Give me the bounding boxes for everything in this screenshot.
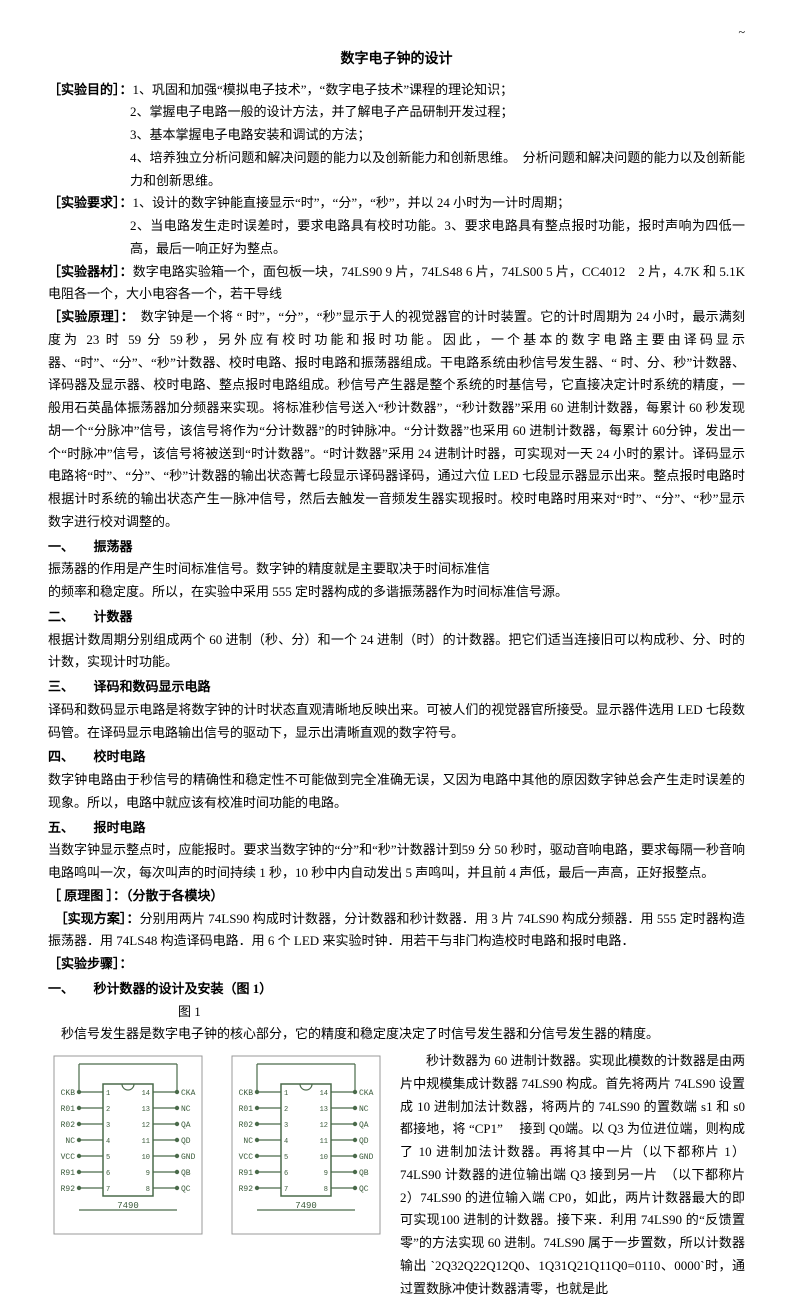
svg-text:R02: R02 (61, 1121, 76, 1130)
svg-text:VCC: VCC (61, 1153, 76, 1162)
svg-text:3: 3 (284, 1122, 288, 1130)
svg-text:11: 11 (142, 1138, 150, 1146)
chip-diagram-2: CKB 1 CKA 14 R01 2 NC 13 R02 3 QA 12 NC 4 QD 11 VCC 5 GND 1… (226, 1050, 386, 1240)
sec3-body: 译码和数码显示电路是将数字钟的计时状态直观清晰地反映出来。可被人们的视觉器官所接… (48, 699, 745, 745)
svg-text:R92: R92 (239, 1185, 254, 1194)
svg-text:CKA: CKA (359, 1089, 374, 1098)
qicai-label: ［实验器材］： (48, 264, 133, 279)
sec2-body: 根据计数周期分别组成两个 60 进制（秒、分）和一个 24 进制（时）的计数器。… (48, 629, 745, 675)
svg-text:6: 6 (106, 1170, 110, 1178)
sec1-head: 一、 振荡器 (48, 536, 745, 559)
yaoqiu-line-1: ［实验要求］：1、设计的数字钟能直接显示“时”，“分”，“秒”，并以 24 小时… (48, 192, 745, 215)
svg-text:13: 13 (142, 1106, 150, 1114)
svg-text:3: 3 (106, 1122, 110, 1130)
svg-text:7490: 7490 (295, 1201, 317, 1211)
sec2-head: 二、 计数器 (48, 606, 745, 629)
sec5-body: 当数字钟显示整点时，应能报时。要求当数字钟的“分”和“秒”计数器计到59 分 5… (48, 839, 745, 885)
svg-text:R91: R91 (239, 1169, 254, 1178)
svg-text:7: 7 (106, 1186, 110, 1194)
svg-text:QC: QC (181, 1185, 191, 1194)
svg-text:R01: R01 (239, 1105, 254, 1114)
svg-text:GND: GND (181, 1153, 196, 1162)
svg-text:R02: R02 (239, 1121, 254, 1130)
svg-text:VCC: VCC (239, 1153, 254, 1162)
svg-text:NC: NC (359, 1105, 369, 1114)
chip-diagrams: CKB1CKA14R012NC13R023QA12NC4QD11VCC5GND1… (48, 1050, 386, 1300)
yuanli-label: ［实验原理］： (48, 309, 128, 324)
sec4-head: 四、 校时电路 (48, 746, 745, 769)
step1-right-text: 秒计数器为 60 进制计数器。实现此模数的计数器是由两片中规模集成计数器 74L… (400, 1050, 745, 1300)
svg-text:14: 14 (320, 1090, 328, 1098)
mude-line-1: ［实验目的］：1、巩固和加强“模拟电子技术”，“数字电子技术”课程的理论知识； (48, 79, 745, 102)
svg-text:CKA: CKA (181, 1089, 196, 1098)
svg-text:QB: QB (181, 1169, 191, 1178)
fig-and-text-row: CKB1CKA14R012NC13R023QA12NC4QD11VCC5GND1… (48, 1050, 745, 1300)
svg-text:1: 1 (284, 1090, 288, 1098)
svg-text:9: 9 (146, 1170, 150, 1178)
step1-head: 一、 秒计数器的设计及安装（图 1） (48, 978, 745, 1001)
svg-text:5: 5 (106, 1154, 110, 1162)
svg-text:NC: NC (243, 1137, 253, 1146)
sec3-head: 三、 译码和数码显示电路 (48, 676, 745, 699)
svg-text:7: 7 (284, 1186, 288, 1194)
svg-text:QD: QD (359, 1137, 369, 1146)
svg-text:R92: R92 (61, 1185, 76, 1194)
svg-text:QD: QD (181, 1137, 191, 1146)
chip-diagram-1: CKB 1 CKA 14 R01 2 NC 13 R02 3 QA 12 NC 4 QD 11 VCC 5 GND 1… (48, 1050, 208, 1240)
fangan-line: ［实现方案］：分别用两片 74LS90 构成时计数器，分计数器和秒计数器．用 3… (48, 908, 745, 954)
sec5-head: 五、 报时电路 (48, 817, 745, 840)
mude-line-3: 3、基本掌握电子电路安装和调试的方法； (48, 124, 745, 147)
page-title: 数字电子钟的设计 (48, 48, 745, 73)
sec1-body: 振荡器的作用是产生时间标准信号。数字钟的精度就是主要取决于时间标准信 的频率和稳… (48, 558, 745, 604)
svg-text:GND: GND (359, 1153, 374, 1162)
svg-text:2: 2 (106, 1106, 110, 1114)
buzhou-label: ［实验步骤］： (48, 956, 133, 971)
svg-text:R91: R91 (61, 1169, 76, 1178)
svg-text:7490: 7490 (117, 1201, 139, 1211)
mude-line-4: 4、培养独立分析问题和解决问题的能力以及创新能力和创新思维。 分析问题和解决问题… (48, 147, 745, 193)
svg-text:12: 12 (142, 1122, 150, 1130)
yuanlitu-line: ［ 原理图 ］：（分散于各模块） (48, 885, 745, 908)
svg-text:2: 2 (284, 1106, 288, 1114)
svg-text:12: 12 (320, 1122, 328, 1130)
fig1-label: 图 1 (48, 1001, 745, 1024)
qicai-line: ［实验器材］：数字电路实验箱一个，面包板一块，74LS90 9 片，74LS48… (48, 261, 745, 307)
svg-text:QA: QA (359, 1121, 369, 1130)
yaoqiu-line-2: 2、当电路发生走时误差时，要求电路具有校时功能。3、要求电路具有整点报时功能，报… (48, 215, 745, 261)
svg-text:CKB: CKB (61, 1089, 76, 1098)
buzhou-line: ［实验步骤］： (48, 953, 745, 976)
svg-text:NC: NC (65, 1137, 75, 1146)
svg-text:4: 4 (106, 1138, 110, 1146)
fangan-label: ［实现方案］： (61, 911, 140, 926)
svg-text:CKB: CKB (239, 1089, 254, 1098)
svg-text:9: 9 (324, 1170, 328, 1178)
yaoqiu-label: ［实验要求］： (48, 195, 133, 210)
svg-text:6: 6 (284, 1170, 288, 1178)
step1-intro: 秒信号发生器是数字电子钟的核心部分，它的精度和稳定度决定了时信号发生器和分信号发… (48, 1023, 745, 1046)
svg-text:NC: NC (181, 1105, 191, 1114)
svg-text:10: 10 (320, 1154, 328, 1162)
svg-text:11: 11 (320, 1138, 328, 1146)
svg-text:13: 13 (320, 1106, 328, 1114)
svg-text:QB: QB (359, 1169, 369, 1178)
svg-text:QC: QC (359, 1185, 369, 1194)
svg-text:8: 8 (324, 1186, 328, 1194)
mude-label: ［实验目的］： (48, 82, 133, 97)
mude-line-2: 2、掌握电子电路一般的设计方法，并了解电子产品研制开发过程； (48, 101, 745, 124)
svg-text:4: 4 (284, 1138, 288, 1146)
svg-text:QA: QA (181, 1121, 191, 1130)
svg-text:14: 14 (142, 1090, 150, 1098)
svg-text:R01: R01 (61, 1105, 76, 1114)
sec4-body: 数字钟电路由于秒信号的精确性和稳定性不可能做到完全准确无误，又因为电路中其他的原… (48, 769, 745, 815)
svg-text:10: 10 (142, 1154, 150, 1162)
svg-text:8: 8 (146, 1186, 150, 1194)
svg-text:5: 5 (284, 1154, 288, 1162)
yuanli-block: ［实验原理］： 数字钟是一个将 “ 时”，“分”，“秒”显示于人的视觉器官的计时… (48, 306, 745, 534)
page-corner-mark: ~ (739, 22, 746, 43)
svg-text:1: 1 (106, 1090, 110, 1098)
